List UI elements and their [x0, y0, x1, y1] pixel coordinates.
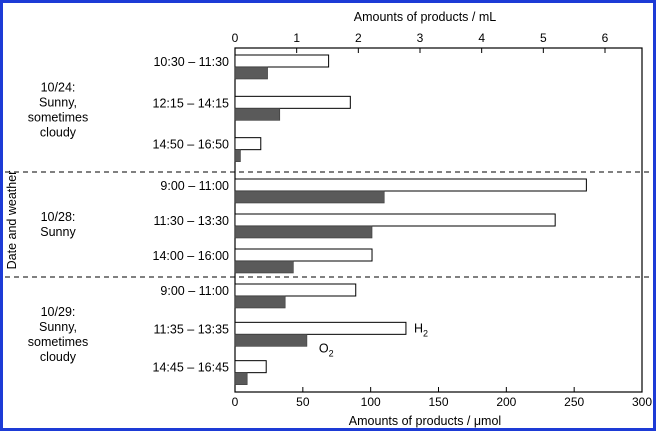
bottom-tick-label: 50: [296, 395, 310, 409]
group-label-line: Sunny,: [39, 320, 77, 334]
bar-o2: [234, 149, 241, 162]
bottom-tick-label: 150: [428, 395, 448, 409]
group-label-line: Sunny,: [39, 96, 77, 110]
bottom-tick-label: 250: [564, 395, 584, 409]
bottom-axis-title: Amounts of products / μmol: [349, 414, 501, 428]
group-label-line: cloudy: [40, 126, 77, 140]
top-axis-title: Amounts of products / mL: [354, 10, 496, 24]
time-label: 12:15 – 14:15: [153, 96, 230, 110]
bar-h2: [234, 360, 267, 374]
bar-o2: [234, 334, 308, 347]
time-label: 9:00 – 11:00: [160, 179, 229, 193]
bar-h2: [234, 137, 262, 151]
bar-o2: [234, 372, 248, 385]
bottom-tick-label: 0: [232, 395, 239, 409]
top-tick-label: 3: [417, 31, 424, 45]
bar-h2: [234, 283, 357, 297]
top-tick-label: 1: [293, 31, 300, 45]
time-label: 14:50 – 16:50: [153, 138, 230, 152]
bar-h2: [234, 321, 407, 335]
time-label: 11:35 – 13:35: [153, 322, 229, 336]
top-tick-label: 6: [602, 31, 609, 45]
group-label-line: 10/29:: [41, 305, 76, 319]
bar-o2: [234, 66, 268, 80]
bar-o2: [234, 225, 373, 239]
bar-h2: [234, 178, 587, 192]
bar-o2: [234, 295, 286, 309]
top-tick-label: 0: [232, 31, 239, 45]
bar-h2: [234, 213, 556, 227]
bar-h2: [234, 54, 330, 68]
group-label-line: 10/24:: [41, 81, 76, 95]
series-label-o2-sub: 2: [329, 348, 334, 358]
series-label-h2: H2: [414, 321, 428, 338]
bottom-tick-label: 200: [496, 395, 516, 409]
top-tick-label: 2: [355, 31, 362, 45]
time-label: 14:45 – 16:45: [153, 361, 230, 375]
bar-h2: [234, 248, 373, 262]
group-label-line: sometimes: [28, 335, 88, 349]
top-tick-label: 4: [478, 31, 485, 45]
bar-o2: [234, 190, 385, 204]
group-label-line: 10/28:: [41, 210, 76, 224]
series-label-h2-sub: 2: [423, 328, 428, 338]
group-label-line: sometimes: [28, 111, 88, 125]
time-label: 9:00 – 11:00: [160, 284, 229, 298]
group-label-line: cloudy: [40, 350, 77, 364]
time-label: 11:30 – 13:30: [153, 214, 229, 228]
time-label: 10:30 – 11:30: [153, 55, 229, 69]
bar-o2: [234, 260, 294, 274]
time-label: 14:00 – 16:00: [153, 249, 230, 263]
y-axis-title: Date and weather: [5, 171, 19, 270]
group-label-line: Sunny: [40, 225, 76, 239]
bar-h2: [234, 95, 351, 109]
top-tick-label: 5: [540, 31, 547, 45]
bottom-tick-label: 100: [361, 395, 381, 409]
series-label-o2: O2: [319, 341, 334, 358]
bar-o2: [234, 108, 281, 121]
bottom-tick-label: 300: [632, 395, 652, 409]
